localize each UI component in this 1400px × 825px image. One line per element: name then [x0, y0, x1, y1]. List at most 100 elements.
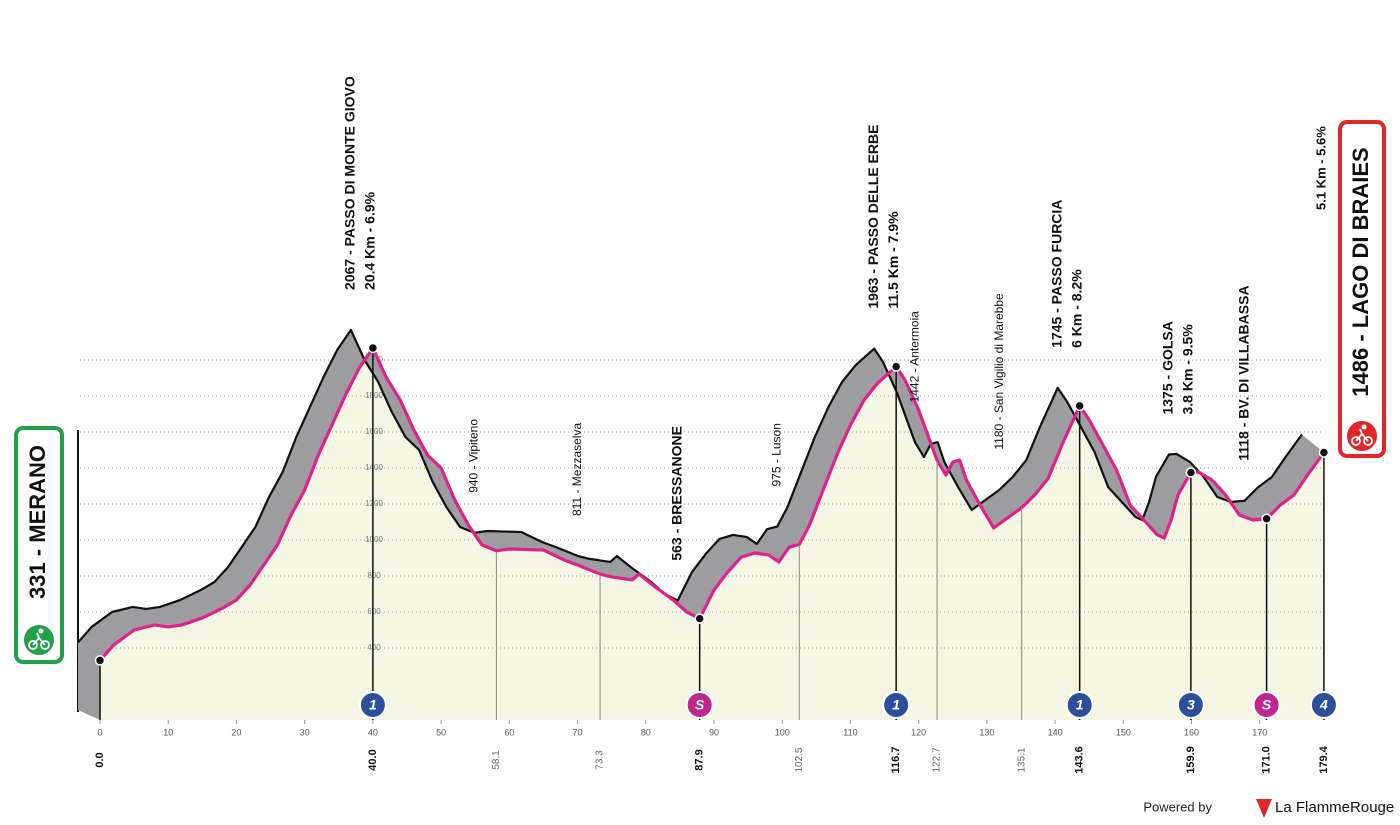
x-tick-label: 110 — [843, 727, 857, 737]
km-marker-label: 40.0 — [367, 749, 379, 770]
brand-logo — [1256, 799, 1272, 818]
x-tick-label: 20 — [231, 727, 241, 737]
km-marker-label: 116.7 — [890, 747, 902, 774]
category-badge-text: 1 — [1076, 697, 1084, 713]
cyclist-icon — [1345, 419, 1379, 453]
climb-annotation: 11.5 Km - 7.9% — [885, 211, 901, 309]
y-tick-label: 1600 — [365, 427, 383, 436]
climb-annotation: 6 Km - 8.2% — [1068, 269, 1084, 348]
category-badge — [1065, 691, 1094, 719]
cyclist-wheel — [28, 640, 38, 650]
y-tick-label: 1000 — [365, 535, 383, 544]
place-marker-label: 122.7 — [932, 747, 943, 772]
km-marker-dot — [94, 655, 106, 666]
profile-side — [78, 642, 100, 720]
x-tick-label: 80 — [641, 727, 651, 737]
category-badge-text: 1 — [369, 697, 377, 713]
start-box — [14, 426, 64, 664]
category-badge-text: S — [1262, 697, 1272, 713]
climb-annotation: 20.4 Km - 6.9% — [362, 191, 378, 290]
profile-edge — [77, 328, 1303, 644]
powered-by: Powered by — [1143, 799, 1212, 814]
km-marker-label: 179.4 — [1318, 745, 1330, 773]
climb-annotation: 2067 - PASSO DI MONTE GIOVO — [342, 76, 358, 290]
profile-fill — [100, 347, 1324, 720]
x-tick-label: 120 — [911, 727, 926, 737]
cyclist-wheel — [1363, 436, 1373, 446]
y-tick-label: 1400 — [365, 463, 383, 472]
climb-annotation: 3.8 Km - 9.5% — [1180, 324, 1196, 415]
x-tick-label: 160 — [1184, 727, 1199, 737]
x-tick-label: 130 — [979, 727, 994, 737]
category-badge-text: 3 — [1187, 697, 1195, 713]
place-marker-label: 102.5 — [794, 747, 805, 772]
category-badge — [1309, 691, 1338, 719]
km-marker-dot — [890, 361, 902, 372]
x-tick-label: 10 — [163, 727, 173, 737]
cyclist-body — [1355, 428, 1369, 442]
finish-box — [1338, 120, 1386, 458]
brand-name: La FlammeRouge — [1275, 799, 1394, 816]
y-tick-label: 1800 — [365, 391, 383, 400]
y-tick-label: 800 — [367, 571, 381, 580]
x-tick-label: 60 — [504, 727, 514, 737]
category-badge — [1252, 691, 1281, 719]
climb-annotation: 1180 - San Vigilio di Marebbe — [992, 293, 1006, 450]
km-marker-dot — [1074, 400, 1085, 412]
cyclist-head — [1361, 424, 1367, 430]
climb-annotation: 1963 - PASSO DELLE ERBE — [865, 125, 881, 309]
x-tick-label: 150 — [1116, 727, 1131, 737]
km-marker-label: 87.9 — [694, 749, 706, 770]
category-badge-text: 4 — [1319, 697, 1328, 713]
km-marker-dot — [1185, 467, 1197, 478]
km-marker-label: 159.9 — [1185, 746, 1197, 774]
x-tick-label: 40 — [368, 727, 378, 737]
y-tick-label: 400 — [367, 643, 381, 652]
profile-line — [98, 346, 1326, 662]
category-badge — [882, 691, 911, 719]
km-marker-label: 171.0 — [1261, 746, 1273, 774]
km-marker-label: 0.0 — [94, 752, 106, 767]
climb-annotation: 1745 - PASSO FURCIA — [1048, 200, 1064, 348]
climb-annotation: 940 - Vipiteno — [467, 419, 481, 493]
finish-climb: 5.1 Km - 5.6% — [1313, 126, 1328, 210]
category-badge — [685, 691, 714, 719]
km-marker-dot — [1261, 513, 1272, 525]
climb-annotation: 563 - BRESSANONE — [668, 426, 684, 561]
x-tick-label: 50 — [436, 727, 446, 737]
cyclist-body — [32, 632, 46, 646]
profile-shadow — [78, 329, 1324, 661]
y-tick-label: 1200 — [365, 499, 383, 508]
climb-annotation: 975 - Luson — [769, 423, 783, 486]
category-badge-text: 1 — [892, 697, 900, 713]
place-marker-label: 73.3 — [595, 750, 606, 770]
x-tick-label: 70 — [573, 727, 583, 737]
category-badge — [1176, 691, 1205, 719]
km-marker-dot — [1318, 447, 1330, 458]
x-tick-label: 0 — [97, 727, 102, 737]
category-badge — [358, 691, 387, 719]
cyclist-head — [38, 628, 44, 634]
x-tick-label: 30 — [300, 727, 310, 737]
cyclist-wheel — [40, 640, 50, 650]
cyclist-icon — [22, 623, 56, 657]
km-marker-label: 143.6 — [1074, 746, 1086, 774]
cyclist-wheel — [1351, 436, 1361, 446]
climb-annotation: 811 - Mezzaselva — [570, 423, 584, 516]
climb-annotation: 1118 - BV. DI VILLABASSA — [1235, 285, 1251, 460]
category-badge-text: S — [695, 697, 705, 713]
x-tick-label: 90 — [709, 727, 719, 737]
place-marker-label: 58.1 — [491, 750, 502, 770]
km-marker-dot — [367, 342, 379, 354]
start-label: 331 - MERANO — [25, 445, 50, 599]
km-marker-dot — [694, 613, 705, 624]
x-tick-label: 140 — [1048, 727, 1063, 737]
x-tick-label: 170 — [1252, 727, 1267, 737]
climb-annotation: 1442 - Antermoia — [907, 311, 921, 403]
x-tick-label: 100 — [775, 727, 790, 737]
finish-label: 1486 - LAGO DI BRAIES — [1348, 147, 1373, 396]
climb-annotation: 1375 - GOLSA — [1160, 321, 1176, 414]
y-tick-label: 600 — [367, 607, 381, 616]
place-marker-label: 135.1 — [1016, 747, 1027, 772]
